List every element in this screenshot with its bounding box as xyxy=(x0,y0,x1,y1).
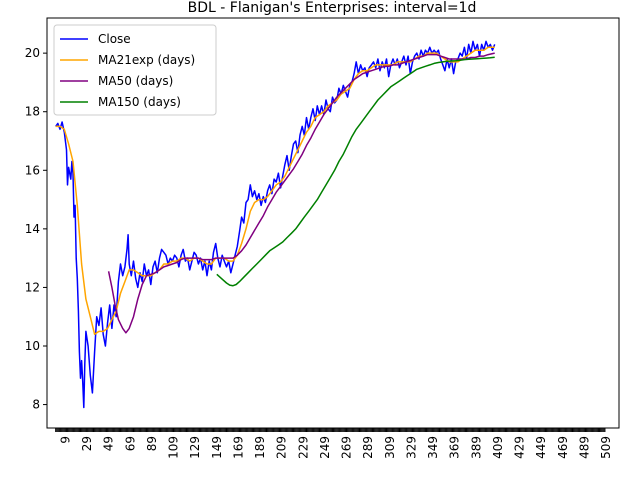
y-tick-label: 20 xyxy=(25,46,40,60)
series-layer xyxy=(55,40,496,409)
x-tick-label: 429 xyxy=(513,436,527,459)
x-tick-label: 309 xyxy=(383,436,397,459)
legend-label: Close xyxy=(98,32,131,46)
x-tick-label: 169 xyxy=(231,436,245,459)
x-tick-label: 289 xyxy=(361,436,375,459)
x-tick-label: 149 xyxy=(210,436,224,459)
legend-label: MA21exp (days) xyxy=(98,53,195,67)
x-tick-label: 109 xyxy=(167,436,181,459)
x-tick-label: 389 xyxy=(469,436,483,459)
x-tick-label: 329 xyxy=(404,436,418,459)
y-tick-label: 14 xyxy=(25,222,40,236)
x-tick-label: 369 xyxy=(448,436,462,459)
x-tick-label: 349 xyxy=(426,436,440,459)
y-tick-label: 10 xyxy=(25,339,40,353)
series-line-3 xyxy=(216,56,495,287)
x-tick-label: 409 xyxy=(491,436,505,459)
chart-title: BDL - Flanigan's Enterprises: interval=1… xyxy=(188,0,477,16)
legend-label: MA50 (days) xyxy=(98,74,173,88)
x-tick-label: 189 xyxy=(253,436,267,459)
y-tick-label: 8 xyxy=(32,398,40,412)
x-tick-label: 89 xyxy=(145,436,159,451)
series-line-2 xyxy=(107,52,495,334)
x-tick-label: 449 xyxy=(534,436,548,459)
x-tick-label: 509 xyxy=(599,436,613,459)
legend-label: MA150 (days) xyxy=(98,95,181,109)
x-tick-label: 209 xyxy=(275,436,289,459)
x-tick-label: 469 xyxy=(556,436,570,459)
x-tick-label: 29 xyxy=(80,436,94,451)
x-tick-label: 49 xyxy=(102,436,116,451)
x-tick-label: 249 xyxy=(318,436,332,459)
x-tick-label: 69 xyxy=(123,436,137,451)
x-tick-label: 129 xyxy=(188,436,202,459)
y-tick-label: 18 xyxy=(25,105,40,119)
axes-layer: 9 29 49 69 89 109 129 149 169 189 209 229 249 269 289 3… xyxy=(25,46,613,459)
y-tick-label: 16 xyxy=(25,163,40,177)
x-tick-label: 9 xyxy=(58,436,72,444)
x-tick-label: 489 xyxy=(577,436,591,459)
x-tick-label: 269 xyxy=(340,436,354,459)
legend: Close MA21exp (days) MA50 (days) MA150 (day… xyxy=(53,24,217,116)
series-line-1 xyxy=(55,46,495,336)
legend-box xyxy=(53,24,217,116)
x-tick-label: 229 xyxy=(296,436,310,459)
y-tick-label: 12 xyxy=(25,280,40,294)
